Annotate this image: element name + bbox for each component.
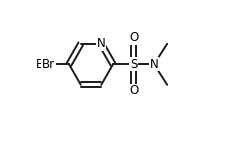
Text: O: O (128, 31, 137, 44)
Text: O: O (128, 84, 137, 97)
Text: Br: Br (42, 58, 55, 71)
Text: Br: Br (35, 58, 48, 71)
Text: S: S (129, 58, 137, 71)
Text: N: N (97, 37, 105, 50)
Text: N: N (149, 58, 158, 71)
